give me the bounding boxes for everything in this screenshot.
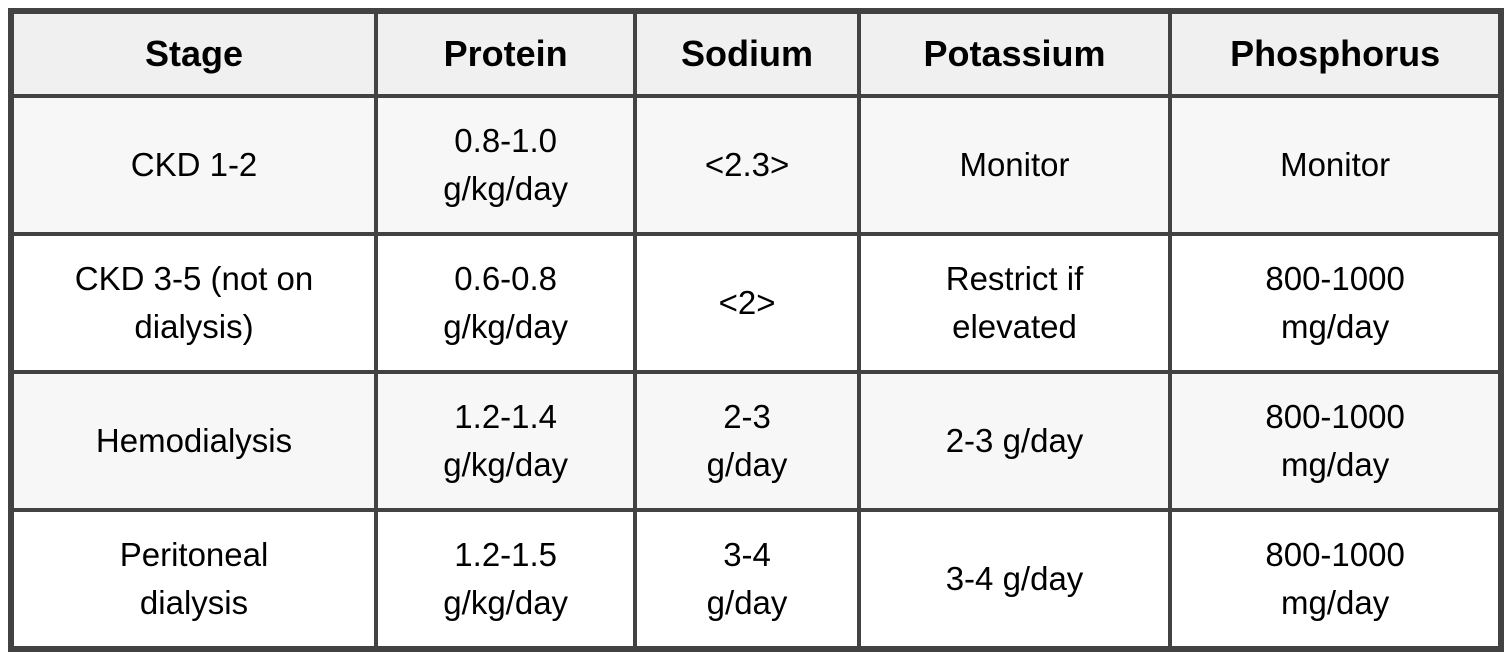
- table-header-row: Stage Protein Sodium Potassium Phosphoru…: [8, 9, 1503, 98]
- ckd-diet-guidelines-table: Stage Protein Sodium Potassium Phosphoru…: [8, 8, 1504, 652]
- header-sodium: Sodium: [633, 9, 861, 98]
- table-row: Peritoneal dialysis 1.2-1.5 g/kg/day 3-4…: [8, 508, 1503, 651]
- header-stage: Stage: [8, 9, 379, 98]
- cell-phosphorus: 800-1000 mg/day: [1168, 370, 1503, 512]
- cell-protein: 1.2-1.5 g/kg/day: [374, 508, 638, 651]
- cell-sodium: 3-4 g/day: [633, 508, 861, 651]
- header-protein: Protein: [374, 9, 638, 98]
- cell-phosphorus: 800-1000 mg/day: [1168, 232, 1503, 374]
- cell-phosphorus: 800-1000 mg/day: [1168, 508, 1503, 651]
- header-potassium: Potassium: [856, 9, 1173, 98]
- cell-potassium: 3-4 g/day: [856, 508, 1173, 651]
- cell-potassium: 2-3 g/day: [856, 370, 1173, 512]
- cell-protein: 0.8-1.0 g/kg/day: [374, 94, 638, 236]
- cell-stage: CKD 1-2: [8, 94, 379, 236]
- table-row: CKD 1-2 0.8-1.0 g/kg/day <2.3> Monitor M…: [8, 94, 1503, 236]
- header-phosphorus: Phosphorus: [1168, 9, 1503, 98]
- table-row: Hemodialysis 1.2-1.4 g/kg/day 2-3 g/day …: [8, 370, 1503, 512]
- cell-protein: 1.2-1.4 g/kg/day: [374, 370, 638, 512]
- cell-sodium: 2-3 g/day: [633, 370, 861, 512]
- table-row: CKD 3-5 (not on dialysis) 0.6-0.8 g/kg/d…: [8, 232, 1503, 374]
- cell-stage: CKD 3-5 (not on dialysis): [8, 232, 379, 374]
- cell-phosphorus: Monitor: [1168, 94, 1503, 236]
- cell-protein: 0.6-0.8 g/kg/day: [374, 232, 638, 374]
- cell-stage: Hemodialysis: [8, 370, 379, 512]
- cell-potassium: Restrict if elevated: [856, 232, 1173, 374]
- cell-sodium: <2.3>: [633, 94, 861, 236]
- cell-sodium: <2>: [633, 232, 861, 374]
- cell-potassium: Monitor: [856, 94, 1173, 236]
- cell-stage: Peritoneal dialysis: [8, 508, 379, 651]
